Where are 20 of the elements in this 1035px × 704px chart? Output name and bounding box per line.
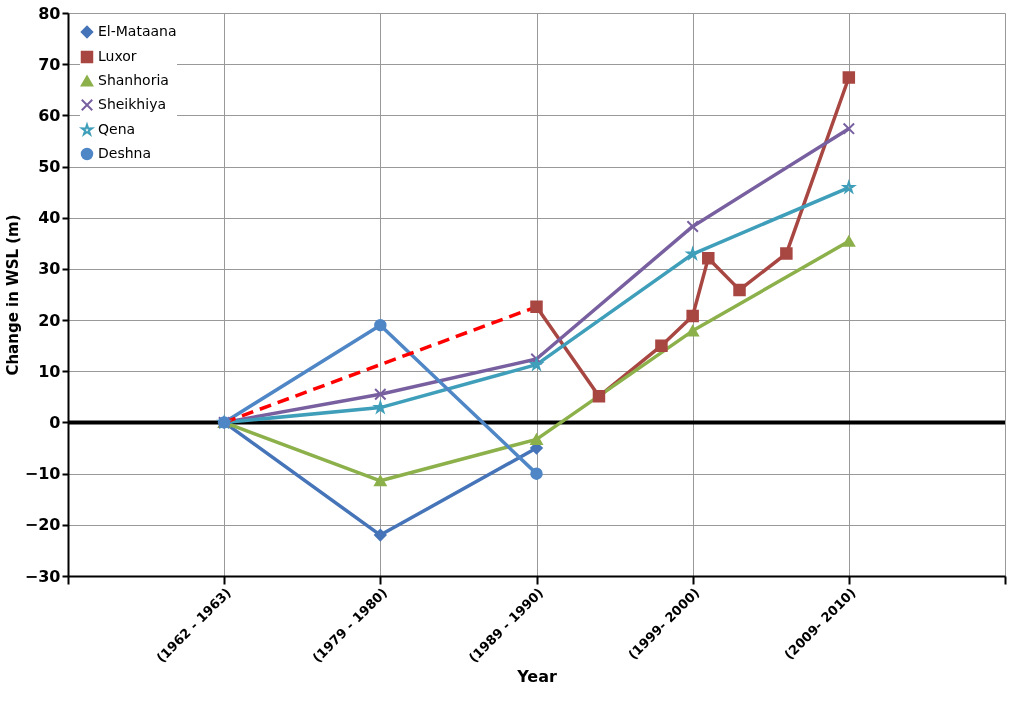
y-tick-label: 40 — [38, 208, 61, 228]
legend-label: Shanhoria — [98, 72, 169, 88]
y-tick-label: −30 — [24, 566, 61, 586]
legend-label: El-Mataana — [98, 23, 177, 39]
y-tick-label: 20 — [38, 310, 61, 330]
y-tick-label: 60 — [38, 105, 61, 125]
legend-label: Sheikhiya — [98, 96, 166, 112]
x-axis-title: Year — [516, 667, 557, 687]
y-tick-label: 70 — [38, 54, 61, 74]
y-tick-label: 10 — [38, 361, 61, 381]
y-tick-label: 30 — [38, 259, 61, 279]
y-axis-title: Change in WSL (m) — [3, 214, 22, 376]
y-tick-label: 50 — [38, 157, 61, 177]
legend-label: Deshna — [98, 145, 152, 161]
legend-label: Luxor — [98, 48, 137, 64]
y-tick-label: 80 — [38, 3, 61, 23]
y-tick-label: −10 — [24, 464, 61, 484]
y-tick-label: 0 — [49, 412, 61, 432]
legend-label: Qena — [98, 121, 136, 137]
y-tick-label: −20 — [24, 515, 61, 535]
